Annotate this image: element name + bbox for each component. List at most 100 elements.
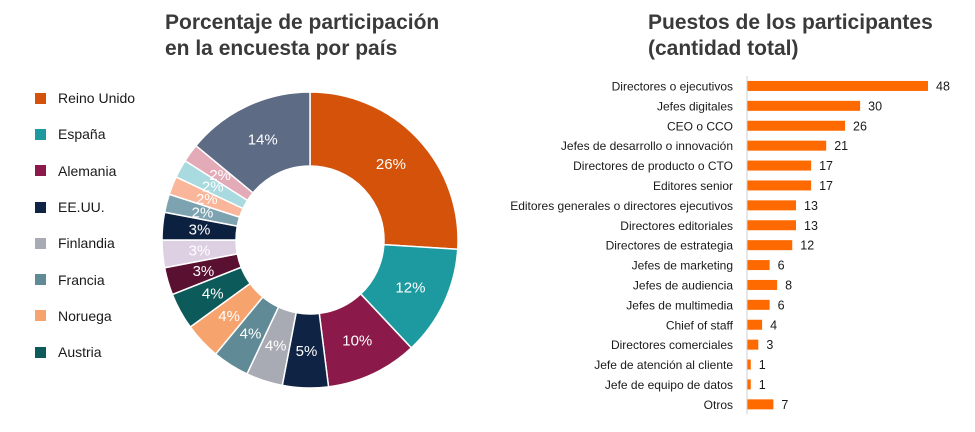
slice-label: 3% — [189, 242, 211, 259]
bar-category-label: Jefes digitales — [657, 99, 733, 113]
bar-value-label: 12 — [800, 239, 814, 253]
bar-value-label: 13 — [804, 219, 818, 233]
bar-value-label: 17 — [819, 159, 833, 173]
legend-label: Alemania — [58, 162, 117, 179]
legend-swatch — [35, 310, 46, 322]
legend-swatch — [35, 274, 46, 286]
bar-category-label: Directores de producto o CTO — [573, 159, 733, 173]
legend-item: Alemania — [35, 153, 135, 189]
bar — [747, 120, 846, 131]
title-left-line-1: Porcentaje de participación — [165, 11, 440, 34]
bar-value-label: 13 — [804, 199, 818, 213]
bar-category-label: Jefe de equipo de datos — [605, 378, 733, 392]
title-right: Puestos de los participantes (cantidad t… — [648, 10, 968, 62]
legend-swatch — [35, 128, 46, 140]
bar-value-label: 7 — [781, 398, 788, 412]
legend-label: Francia — [58, 271, 105, 288]
bar-category-label: Otros — [704, 398, 733, 412]
bar-category-label: Jefe de atención al cliente — [594, 358, 733, 372]
bar-value-label: 1 — [759, 358, 766, 372]
bar-value-label: 17 — [819, 179, 833, 193]
legend-swatch — [35, 165, 46, 177]
bar — [747, 399, 774, 410]
bar-value-label: 6 — [778, 298, 785, 312]
slice-label: 2% — [196, 191, 218, 208]
bar — [747, 220, 797, 231]
bar-value-label: 4 — [770, 318, 777, 332]
title-left: Porcentaje de participación en la encues… — [165, 10, 485, 62]
bar — [747, 379, 751, 390]
legend-item: Austria — [35, 334, 135, 370]
slice-label: 14% — [248, 132, 278, 149]
bar — [747, 319, 763, 330]
bar-category-label: Jefes de desarrollo o innovación — [561, 139, 733, 153]
bar-category-label: Jefes de audiencia — [633, 278, 733, 292]
legend-item: EE.UU. — [35, 189, 135, 225]
bar-value-label: 6 — [778, 259, 785, 273]
bar — [747, 200, 797, 211]
pie-slice — [309, 91, 459, 251]
legend-item: Reino Unido — [35, 80, 135, 116]
bar-value-label: 30 — [868, 99, 882, 113]
legend-label: Reino Unido — [58, 90, 136, 107]
legend-swatch — [35, 237, 46, 249]
legend-item: Finlandia — [35, 225, 135, 261]
bar-value-label: 26 — [853, 119, 867, 133]
bar — [747, 100, 861, 111]
slice-label: 10% — [342, 332, 372, 349]
legend-label: Finlandia — [58, 235, 115, 252]
bar-category-label: Jefes de marketing — [632, 259, 733, 273]
bar-category-label: Directores o ejecutivos — [612, 79, 733, 93]
slice-label: 4% — [265, 338, 287, 355]
legend-item: Francia — [35, 261, 135, 297]
bar-value-label: 3 — [766, 338, 773, 352]
bar-category-label: Editores generales o directores ejecutiv… — [510, 199, 733, 213]
bar-category-label: CEO o CCO — [667, 119, 733, 133]
legend-label: EE.UU. — [58, 199, 105, 216]
slice-label: 2% — [202, 179, 224, 196]
bar — [747, 80, 928, 91]
bar — [747, 359, 751, 370]
legend-swatch — [35, 201, 46, 213]
bar-value-label: 8 — [785, 278, 792, 292]
bar — [747, 279, 778, 290]
title-right-line-2: (cantidad total) — [648, 37, 799, 60]
slice-label: 4% — [240, 326, 262, 343]
bar-value-label: 21 — [834, 139, 848, 153]
legend-swatch — [35, 346, 46, 358]
slice-label: 3% — [189, 222, 211, 239]
slice-label: 3% — [193, 263, 215, 280]
bar — [747, 140, 827, 151]
slice-label: 12% — [395, 279, 425, 296]
bar — [747, 339, 759, 350]
pie-slice — [194, 91, 311, 194]
bar — [747, 299, 770, 310]
legend-label: Noruega — [58, 307, 112, 324]
bar-category-label: Directores de estrategia — [606, 239, 734, 253]
legend-label: España — [58, 126, 106, 143]
bar — [747, 260, 770, 271]
title-right-line-1: Puestos de los participantes — [648, 11, 933, 34]
legend-item: España — [35, 116, 135, 152]
slice-label: 2% — [192, 204, 214, 221]
bar-category-label: Editores senior — [653, 179, 733, 193]
bar-category-label: Jefes de multimedia — [626, 298, 733, 312]
slice-label: 26% — [376, 156, 406, 173]
bar — [747, 160, 812, 171]
slice-label: 5% — [296, 343, 318, 360]
title-left-line-2: en la encuesta por país — [165, 37, 398, 60]
bar-value-label: 1 — [759, 378, 766, 392]
legend-swatch — [35, 92, 46, 104]
legend-label: Austria — [58, 344, 102, 361]
slice-label: 4% — [218, 308, 240, 325]
pie-legend: Reino Unido España Alemania EE.UU. Finla… — [35, 80, 135, 370]
bar-category-label: Directores comerciales — [611, 338, 733, 352]
bar-category-label: Directores editoriales — [620, 219, 733, 233]
bar-category-label: Chief of staff — [666, 318, 734, 332]
bar — [747, 240, 793, 251]
legend-item: Noruega — [35, 298, 135, 334]
bar — [747, 180, 812, 191]
bar-value-label: 48 — [936, 79, 950, 93]
slice-label: 4% — [202, 285, 224, 302]
